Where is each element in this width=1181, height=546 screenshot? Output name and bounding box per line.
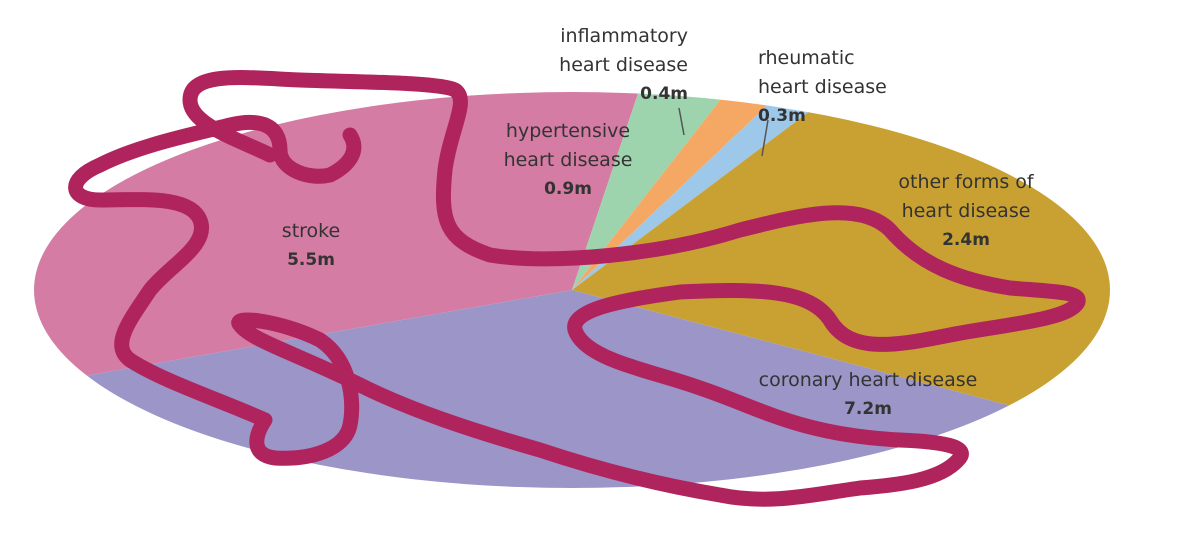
slice-label-2-line-1: heart disease [559, 54, 688, 76]
slice-label-5-line-0: coronary heart disease [759, 369, 978, 391]
slice-label-2-line-0: inflammatory [560, 25, 688, 47]
slice-label-4-line-0: other forms of [898, 171, 1035, 193]
slice-value-4: 2.4m [942, 230, 990, 250]
slice-label-1-line-1: heart disease [504, 149, 633, 171]
leader-line-inflammatory [678, 107, 685, 136]
slice-label-3-line-0: rheumatic [758, 47, 855, 69]
slice-label-4-line-1: heart disease [902, 200, 1031, 222]
slice-value-3: 0.3m [758, 106, 806, 126]
slice-value-0: 5.5m [287, 250, 335, 270]
slice-label-0-line-0: stroke [282, 220, 340, 242]
slice-value-1: 0.9m [544, 179, 592, 199]
leader-line-rheumatic [761, 119, 769, 157]
slice-label-3-line-1: heart disease [758, 76, 887, 98]
slice-label-1-line-0: hypertensive [506, 120, 630, 142]
leader-lines [678, 107, 769, 157]
heart-ribbon-decoration [68, 70, 1086, 507]
slice-labels: stroke 5.5m hypertensive heart disease 0.9m i… [282, 25, 1035, 419]
slice-value-2: 0.4m [640, 84, 688, 104]
pie-slice-0 [34, 92, 955, 488]
slice-value-5: 7.2m [844, 399, 892, 419]
